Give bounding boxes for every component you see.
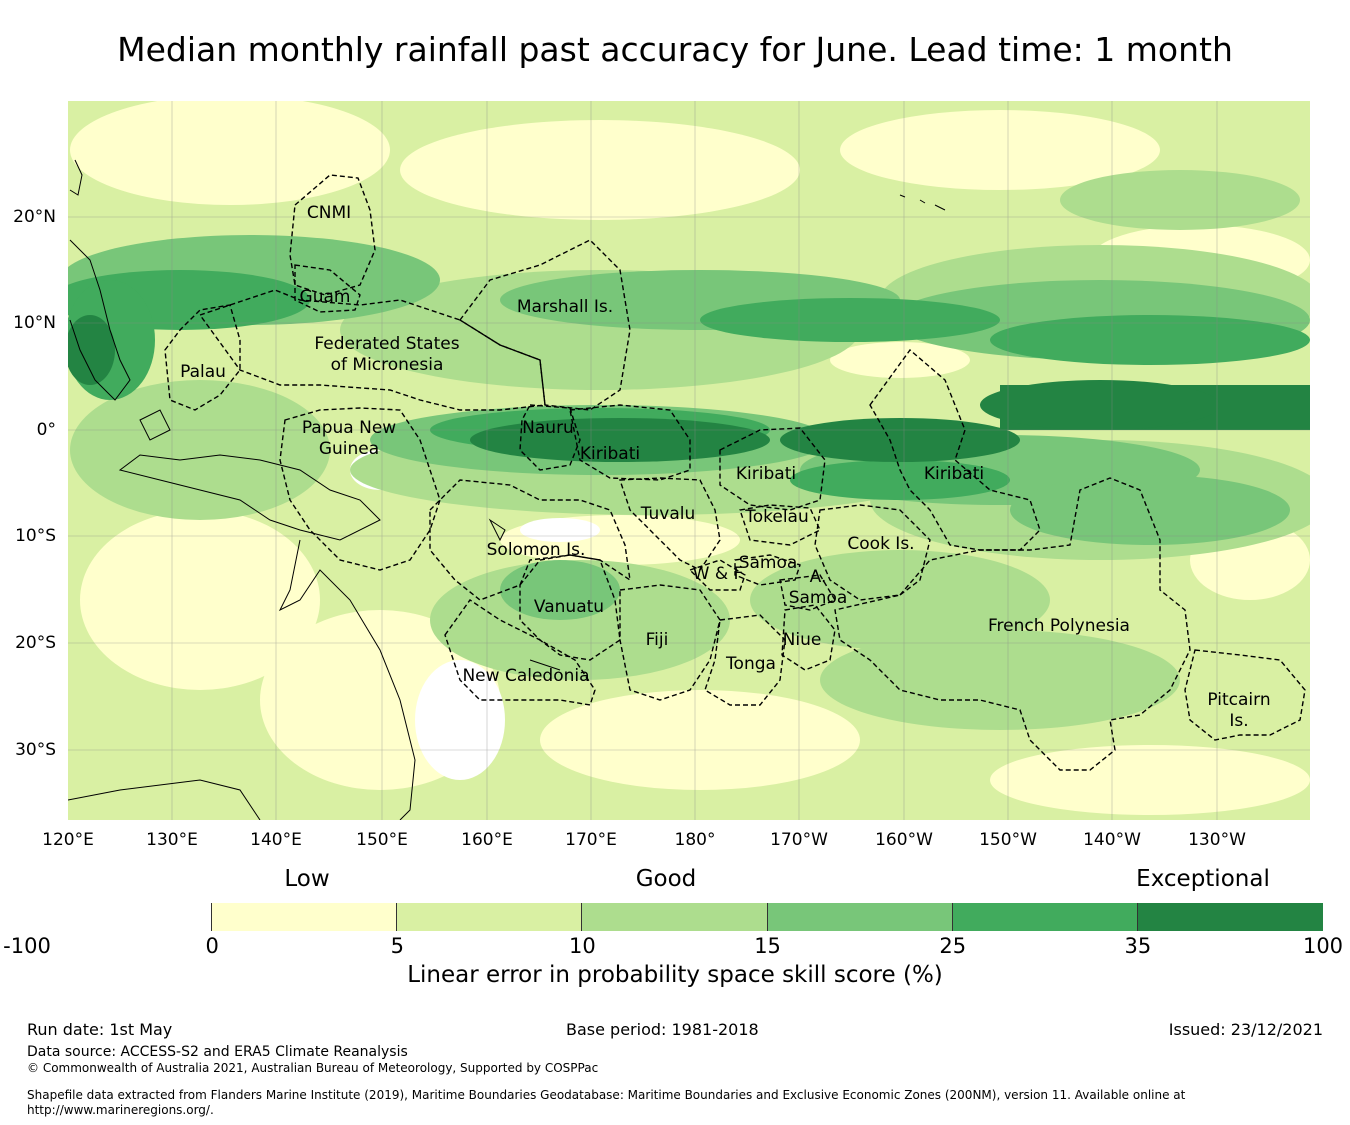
eez-newcal bbox=[444, 599, 596, 706]
region-label-newcal: New Caledonia bbox=[462, 666, 589, 686]
eez-kiribati-e bbox=[869, 348, 1041, 551]
eez-vanuatu bbox=[519, 554, 621, 661]
lon-tick-label: 150°W bbox=[979, 830, 1037, 850]
region-labels: CNMI Guam Marshall Is. Federated States of M… bbox=[180, 203, 1271, 731]
exceptional-skill-areas bbox=[68, 315, 1310, 462]
region-label-pitcairn: Pitcairn Is. bbox=[1207, 690, 1270, 731]
lat-tick-label: 0° bbox=[36, 420, 56, 440]
lon-tick-label: 150°E bbox=[356, 830, 408, 850]
lon-tick-label: 180° bbox=[674, 830, 716, 850]
lat-tick-label: 10°N bbox=[13, 313, 56, 333]
lon-tick-label: 130°E bbox=[146, 830, 198, 850]
region-label-tonga: Tonga bbox=[725, 654, 776, 674]
eez-nauru bbox=[519, 404, 581, 471]
coastlines bbox=[68, 159, 946, 820]
eez-wf bbox=[688, 559, 746, 591]
eez-niue bbox=[781, 604, 836, 671]
eez-samoa bbox=[734, 554, 801, 586]
lon-tick-label: 130°W bbox=[1188, 830, 1246, 850]
eez-cnmi bbox=[289, 174, 376, 296]
lon-tick-label: 160°W bbox=[875, 830, 933, 850]
skill-score-map: CNMI Guam Marshall Is. Federated States of M… bbox=[68, 101, 1310, 820]
region-label-kiribati-w: Kiribati bbox=[580, 444, 640, 464]
legend-category-exceptional: Exceptional bbox=[1136, 866, 1270, 892]
region-label-wf: W & F bbox=[693, 564, 744, 584]
eez-png bbox=[279, 407, 441, 571]
region-label-kiribati-e: Kiribati bbox=[924, 464, 984, 484]
lat-tick-label: 10°S bbox=[15, 526, 56, 546]
colorbar-tick-label: 15 bbox=[754, 934, 781, 958]
copyright: © Commonwealth of Australia 2021, Austra… bbox=[27, 1061, 599, 1075]
lat-tick-label: 20°N bbox=[13, 207, 56, 227]
eez-tokelau bbox=[739, 504, 821, 546]
colorbar-tick-label: 10 bbox=[569, 934, 596, 958]
colorbar-segment bbox=[27, 903, 213, 931]
lon-tick-label: 160°E bbox=[461, 830, 513, 850]
eez-tonga bbox=[704, 614, 786, 706]
region-label-kiribati-c: Kiribati bbox=[736, 464, 796, 484]
colorbar-segment bbox=[212, 903, 398, 931]
eez-pitcairn bbox=[1184, 649, 1306, 741]
lon-tick-label: 140°W bbox=[1083, 830, 1141, 850]
region-label-cnmi: CNMI bbox=[307, 203, 351, 223]
colorbar-segment bbox=[397, 903, 583, 931]
lon-tick-label: 140°E bbox=[250, 830, 302, 850]
region-label-cook: Cook Is. bbox=[847, 534, 914, 554]
colorbar-segment bbox=[1137, 903, 1323, 931]
legend-category-low: Low bbox=[284, 866, 330, 892]
region-label-frpoly: French Polynesia bbox=[988, 616, 1130, 636]
colorbar-tick-label: 25 bbox=[939, 934, 967, 958]
issued-date: Issued: 23/12/2021 bbox=[1168, 1020, 1323, 1039]
data-source: Data source: ACCESS-S2 and ERA5 Climate … bbox=[27, 1044, 408, 1060]
region-label-tuvalu: Tuvalu bbox=[640, 504, 696, 524]
region-label-vanuatu: Vanuatu bbox=[534, 597, 604, 617]
region-label-solomon: Solomon Is. bbox=[487, 540, 586, 560]
shapefile-credit: Shapefile data extracted from Flanders M… bbox=[27, 1088, 1186, 1117]
run-date: Run date: 1st May bbox=[27, 1020, 173, 1039]
region-label-palau: Palau bbox=[180, 362, 226, 382]
eez-boundaries bbox=[164, 174, 1306, 771]
eez-kiribati-w bbox=[569, 404, 691, 481]
colorbar-tick-label: 5 bbox=[390, 934, 404, 958]
eez-kiribati-c bbox=[719, 427, 826, 511]
eez-cook bbox=[814, 504, 931, 601]
lat-tick-label: 30°S bbox=[15, 740, 56, 760]
region-label-nauru: Nauru bbox=[522, 418, 574, 438]
eez-marshall bbox=[458, 239, 631, 411]
eez-tuvalu bbox=[619, 477, 721, 571]
eez-guam bbox=[294, 264, 361, 313]
colorbar-tick-label: -100 bbox=[3, 934, 51, 958]
lon-tick-label: 120°E bbox=[42, 830, 94, 850]
region-label-samoa: Samoa bbox=[739, 553, 798, 573]
base-period: Base period: 1981-2018 bbox=[566, 1020, 759, 1039]
legend-category-good: Good bbox=[635, 866, 697, 892]
colorbar-tick-label: 100 bbox=[1302, 934, 1344, 958]
colorbar-segment bbox=[767, 903, 953, 931]
colorbar-segment bbox=[582, 903, 768, 931]
eez-palau bbox=[164, 304, 241, 411]
region-label-tokelau: Tokelau bbox=[744, 507, 809, 527]
colorbar-tick-label: 0 bbox=[205, 934, 219, 958]
region-label-asamoa: A. Samoa bbox=[789, 567, 848, 608]
region-label-marshall: Marshall Is. bbox=[517, 297, 613, 317]
map-title: Median monthly rainfall past accuracy fo… bbox=[117, 30, 1233, 69]
lon-tick-label: 170°W bbox=[770, 830, 828, 850]
eez-asamoa bbox=[779, 574, 837, 611]
eez-solomon bbox=[429, 479, 631, 601]
region-label-niue: Niue bbox=[783, 630, 822, 650]
eez-fiji bbox=[619, 584, 721, 701]
lat-tick-label: 20°S bbox=[15, 633, 56, 653]
eez-frpoly bbox=[834, 477, 1191, 771]
region-label-png: Papua New Guinea bbox=[302, 418, 396, 459]
colorbar-segment bbox=[952, 903, 1138, 931]
colorbar bbox=[27, 903, 1323, 931]
graticule bbox=[68, 101, 1310, 820]
region-label-fiji: Fiji bbox=[646, 630, 669, 650]
region-label-fsm: Federated States of Micronesia bbox=[314, 334, 459, 375]
colorbar-caption: Linear error in probability space skill … bbox=[407, 962, 943, 988]
colorbar-tick-label: 35 bbox=[1124, 934, 1152, 958]
lon-tick-label: 170°E bbox=[565, 830, 617, 850]
region-label-guam: Guam bbox=[300, 287, 351, 307]
